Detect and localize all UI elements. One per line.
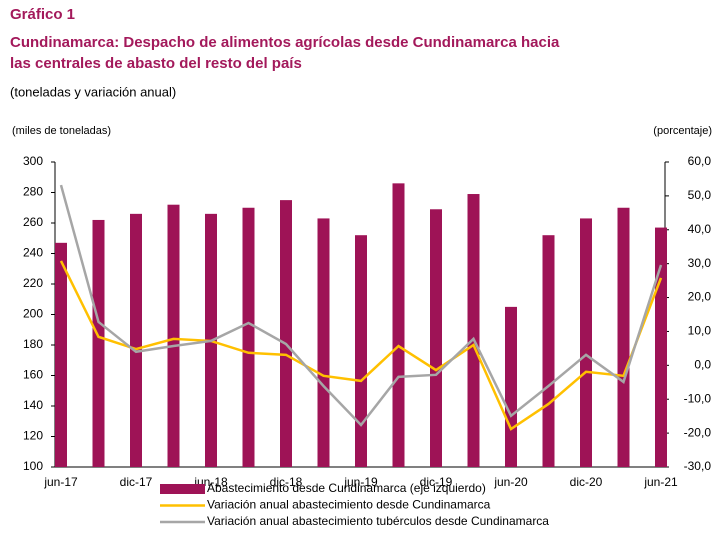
y-tick-label: 120	[23, 429, 43, 443]
y2-tick-label: 40,0	[688, 222, 712, 236]
bar	[617, 207, 630, 467]
y-tick-label: 280	[23, 185, 43, 199]
bar	[92, 219, 105, 467]
y-tick-label: 240	[23, 246, 43, 260]
legend-swatch	[160, 484, 205, 494]
bar	[505, 306, 517, 467]
y2-tick-label: 0,0	[694, 358, 711, 372]
chart-subtitle: (toneladas y variación anual)	[10, 84, 176, 99]
y-tick-label: 160	[23, 368, 43, 382]
y-tick-label: 180	[23, 337, 43, 351]
bar	[542, 235, 555, 467]
bar	[130, 213, 142, 467]
bar	[467, 194, 480, 467]
chart-label: Gráfico 1	[10, 6, 75, 23]
bar	[580, 218, 592, 467]
bar	[317, 218, 330, 467]
y-tick-label: 260	[23, 215, 43, 229]
y-tick-label: 300	[23, 154, 43, 168]
line	[59, 260, 663, 431]
x-tick-label: jun-20	[493, 475, 528, 489]
y-tick-label: 200	[23, 307, 43, 321]
y-tick-label: 100	[23, 459, 43, 473]
x-tick-label: dic-20	[570, 475, 603, 489]
bar	[655, 227, 667, 467]
y-tick-label: 220	[23, 276, 43, 290]
bar	[392, 183, 405, 467]
y2-tick-label: 20,0	[688, 290, 712, 304]
bar	[242, 207, 255, 467]
bar	[167, 204, 180, 467]
y-axis-label: (miles de toneladas)	[12, 125, 111, 137]
y2-tick-label: 50,0	[688, 188, 712, 202]
bar	[280, 200, 292, 467]
y2-tick-label: -10,0	[684, 391, 712, 405]
x-tick-label: dic-17	[120, 475, 153, 489]
y2-tick-label: 10,0	[688, 324, 712, 338]
y2-tick-label: 30,0	[688, 256, 712, 270]
x-tick-label: jun-19	[343, 475, 378, 489]
chart-title: las centrales de abasto del resto del pa…	[10, 55, 302, 72]
bar	[55, 242, 67, 467]
x-tick-label: dic-19	[420, 475, 453, 489]
bar	[355, 235, 367, 467]
y2-tick-label: -30,0	[684, 459, 712, 473]
y2-tick-label: -20,0	[684, 425, 712, 439]
y2-tick-label: 60,0	[688, 154, 712, 168]
y2-axis-label: (porcentaje)	[653, 125, 712, 137]
x-tick-label: jun-17	[43, 475, 78, 489]
legend-label: Variación anual abastecimiento desde Cun…	[207, 498, 491, 512]
legend-label: Abastecimiento desde Cundinamarca (eje i…	[207, 481, 486, 495]
legend-label: Variación anual abastecimiento tubérculo…	[207, 514, 549, 528]
y-tick-label: 140	[23, 398, 43, 412]
x-tick-label: dic-18	[270, 475, 303, 489]
x-tick-label: jun-21	[643, 475, 678, 489]
bar	[430, 209, 442, 467]
chart-title: Cundinamarca: Despacho de alimentos agrí…	[10, 34, 560, 51]
line	[59, 184, 663, 427]
